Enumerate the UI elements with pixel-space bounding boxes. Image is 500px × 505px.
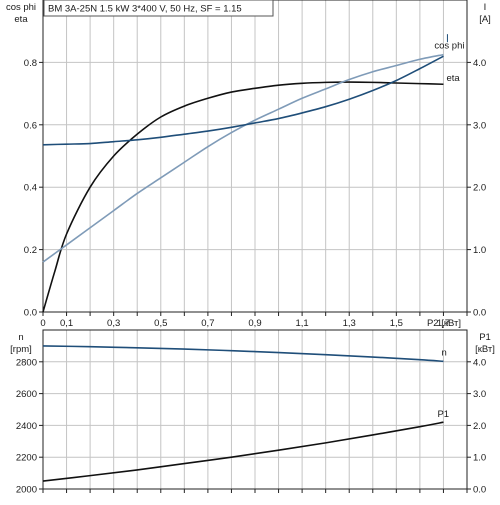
left-tick-label: 0.0 xyxy=(24,308,37,319)
right-tick-label: 3.0 xyxy=(473,120,486,131)
left-tick-label: 2000 xyxy=(16,485,37,496)
right-tick-label: 2.0 xyxy=(473,421,486,432)
left-axis-title: n xyxy=(18,332,23,343)
right-axis-title: I xyxy=(484,2,487,13)
left-axis-title: cos phi xyxy=(6,2,36,13)
series-line-n xyxy=(42,345,444,363)
series-line-p1 xyxy=(42,421,444,482)
x-tick-label: 0,1 xyxy=(60,318,73,329)
series-line-eta xyxy=(42,81,444,313)
speed-power-panel: 200022002400260028000.01.02.03.04.0n[rpm… xyxy=(10,329,495,496)
x-tick-label: 1,7 xyxy=(437,318,450,329)
left-tick-label: 2400 xyxy=(16,421,37,432)
series-label-cos-phi: cos phi xyxy=(434,41,464,52)
right-tick-label: 2.0 xyxy=(473,183,486,194)
left-axis-title: eta xyxy=(14,14,28,25)
left-tick-label: 2600 xyxy=(16,389,37,400)
left-tick-label: 0.8 xyxy=(24,58,37,69)
right-tick-label: 0.0 xyxy=(473,485,486,496)
x-tick-label: 1,5 xyxy=(390,318,403,329)
x-tick-label: 0,7 xyxy=(201,318,214,329)
left-tick-label: 0.6 xyxy=(24,120,37,131)
x-tick-label: 0,9 xyxy=(248,318,261,329)
title-box-frame xyxy=(43,0,274,17)
right-axis-title: P1 xyxy=(479,332,491,343)
x-tick-label: 1,1 xyxy=(296,318,309,329)
left-tick-label: 2800 xyxy=(16,357,37,368)
left-tick-label: 0.2 xyxy=(24,245,37,256)
x-tick-label: 0,5 xyxy=(154,318,167,329)
left-tick-label: 0.4 xyxy=(24,183,37,194)
right-tick-label: 4.0 xyxy=(473,357,486,368)
right-axis-title: [A] xyxy=(479,14,491,25)
chart-title: BM 3A-25N 1.5 kW 3*400 V, 50 Hz, SF = 1.… xyxy=(48,4,242,15)
right-axis-title: [кВт] xyxy=(475,344,495,355)
series-label-p1: P1 xyxy=(437,409,449,420)
x-tick-label: 0,3 xyxy=(107,318,120,329)
x-tick-label: 1,3 xyxy=(343,318,356,329)
right-tick-label: 1.0 xyxy=(473,245,486,256)
series-line-i xyxy=(42,55,444,146)
right-tick-label: 3.0 xyxy=(473,389,486,400)
right-tick-label: 4.0 xyxy=(473,58,486,69)
x-tick-label: 0 xyxy=(40,318,45,329)
series-line-cos-phi xyxy=(42,53,444,263)
x-axis-title: P2 [кВт] xyxy=(427,318,461,329)
right-tick-label: 0.0 xyxy=(473,308,486,319)
left-axis-title: [rpm] xyxy=(10,344,32,355)
series-label-eta: eta xyxy=(446,73,460,84)
right-tick-label: 1.0 xyxy=(473,453,486,464)
chart-title-box: BM 3A-25N 1.5 kW 3*400 V, 50 Hz, SF = 1.… xyxy=(43,0,274,17)
series-label-n: n xyxy=(441,347,446,358)
left-tick-label: 2200 xyxy=(16,453,37,464)
